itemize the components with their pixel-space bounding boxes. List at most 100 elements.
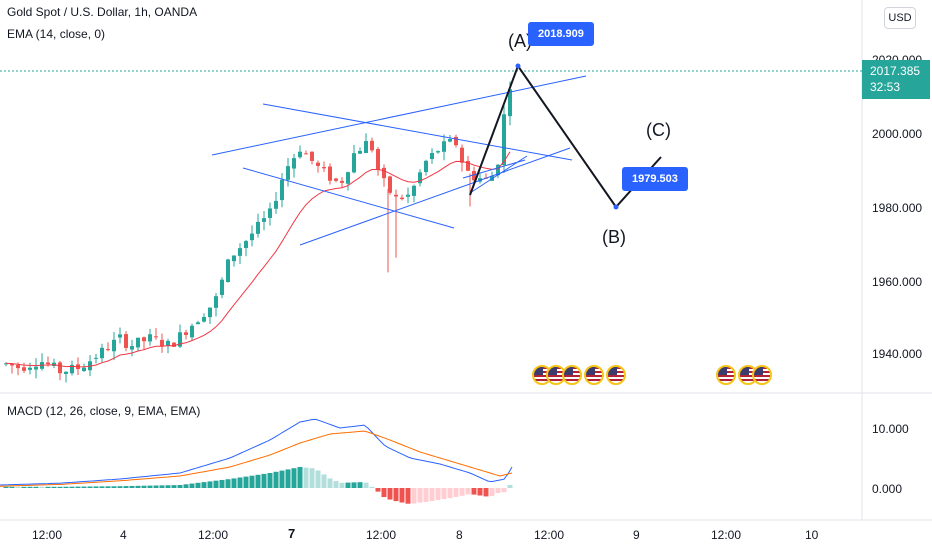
candle-body: [94, 357, 98, 359]
macd-histogram-bar: [255, 474, 261, 488]
ema-indicator-label[interactable]: EMA (14, close, 0): [7, 27, 106, 41]
candle-body: [100, 347, 104, 359]
candle-body: [262, 218, 266, 222]
candle-body: [28, 367, 32, 370]
macd-histogram-bar: [201, 482, 207, 488]
flag-canton: [740, 367, 749, 375]
candle-body: [124, 334, 128, 348]
candle-body: [160, 339, 164, 347]
trendline[interactable]: [469, 155, 528, 194]
candle-body: [280, 179, 284, 201]
macd-histogram-bar: [249, 475, 255, 488]
price-callout-high[interactable]: 2018.909: [528, 22, 594, 46]
macd-histogram-bar: [183, 484, 189, 488]
wave-point-a[interactable]: [515, 63, 521, 69]
macd-histogram-bar: [423, 488, 429, 502]
macd-histogram: [3, 467, 513, 504]
macd-histogram-bar: [123, 486, 129, 488]
candle-body: [376, 149, 380, 170]
macd-histogram-bar: [369, 486, 375, 488]
macd-histogram-bar: [465, 488, 471, 495]
macd-histogram-bar: [237, 477, 243, 488]
candle-body: [286, 166, 290, 180]
macd-histogram-bar: [15, 486, 21, 488]
candle-body: [268, 208, 272, 218]
macd-indicator-label[interactable]: MACD (12, 26, close, 9, EMA, EMA): [7, 404, 201, 418]
trendline[interactable]: [242, 167, 455, 229]
macd-histogram-bar: [219, 479, 225, 488]
time-label: 9: [633, 528, 640, 542]
candle-body: [448, 139, 452, 142]
candle-body: [34, 366, 38, 370]
us-flag-icon[interactable]: [562, 365, 582, 385]
macd-histogram-bar: [417, 488, 423, 503]
macd-histogram-bar: [45, 486, 51, 488]
macd-histogram-bar: [165, 485, 171, 488]
candle-body: [196, 322, 200, 325]
candle-body: [436, 151, 440, 153]
candle-body: [322, 167, 326, 169]
candle-body: [70, 364, 74, 374]
wave-label-a[interactable]: (A): [508, 31, 532, 51]
candle-body: [430, 153, 434, 160]
trendline-group[interactable]: [211, 75, 587, 246]
wave-point-b[interactable]: [613, 204, 619, 210]
ema-line: [5, 151, 511, 368]
wave-label-b[interactable]: (B): [602, 227, 626, 247]
macd-histogram-bar: [207, 481, 213, 488]
macd-histogram-bar: [243, 476, 249, 488]
macd-histogram-bar: [111, 486, 117, 488]
wave-label-c[interactable]: (C): [646, 120, 671, 140]
macd-histogram-bar: [477, 488, 483, 496]
macd-histogram-bar: [315, 470, 321, 488]
macd-histogram-bar: [81, 486, 87, 488]
candle-body: [184, 332, 188, 335]
macd-histogram-bar: [351, 482, 357, 488]
trendline[interactable]: [262, 103, 573, 161]
us-flag-icon[interactable]: [716, 365, 736, 385]
macd-histogram-bar: [363, 482, 369, 488]
currency-button[interactable]: USD: [884, 7, 916, 29]
trendline[interactable]: [462, 159, 526, 179]
candle-body: [334, 178, 338, 181]
macd-histogram-bar: [231, 478, 237, 488]
candle-body: [130, 346, 134, 350]
candle-body: [340, 180, 344, 183]
macd-histogram-bar: [213, 480, 219, 488]
macd-histogram-bar: [339, 482, 345, 488]
candle-body: [352, 153, 356, 173]
macd-histogram-bar: [51, 486, 57, 488]
candle-body: [394, 194, 398, 197]
price-tick: 1960.000: [872, 275, 923, 289]
time-label: 12:00: [534, 528, 565, 542]
candle-body: [304, 153, 308, 155]
candle-body: [358, 150, 362, 154]
candle-body: [502, 114, 506, 166]
macd-histogram-bar: [321, 474, 327, 488]
symbol-title[interactable]: Gold Spot / U.S. Dollar, 1h, OANDA: [7, 5, 198, 19]
macd-histogram-bar: [273, 471, 279, 488]
candle-body: [508, 89, 512, 117]
candle-body: [220, 279, 224, 295]
macd-histogram-bar: [63, 486, 69, 488]
candle-body: [412, 185, 416, 196]
macd-tick: 0.000: [872, 482, 903, 496]
macd-histogram-bar: [459, 488, 465, 496]
macd-histogram-bar: [357, 482, 363, 488]
macd-histogram-bar: [441, 488, 447, 500]
flag-canton: [718, 367, 727, 375]
candle-body: [298, 151, 302, 158]
trendline[interactable]: [299, 147, 571, 246]
trendline[interactable]: [211, 75, 587, 156]
us-flag-icon[interactable]: [584, 365, 604, 385]
us-flag-icon[interactable]: [606, 365, 626, 385]
price-tick: 1940.000: [872, 347, 923, 361]
candle-body: [148, 334, 152, 342]
macd-histogram-bar: [507, 484, 513, 488]
time-label: 12:00: [366, 528, 397, 542]
candle-body: [136, 337, 140, 348]
macd-histogram-bar: [153, 485, 159, 488]
price-callout-low[interactable]: 1979.503: [622, 167, 688, 191]
us-flag-icon[interactable]: [752, 365, 772, 385]
